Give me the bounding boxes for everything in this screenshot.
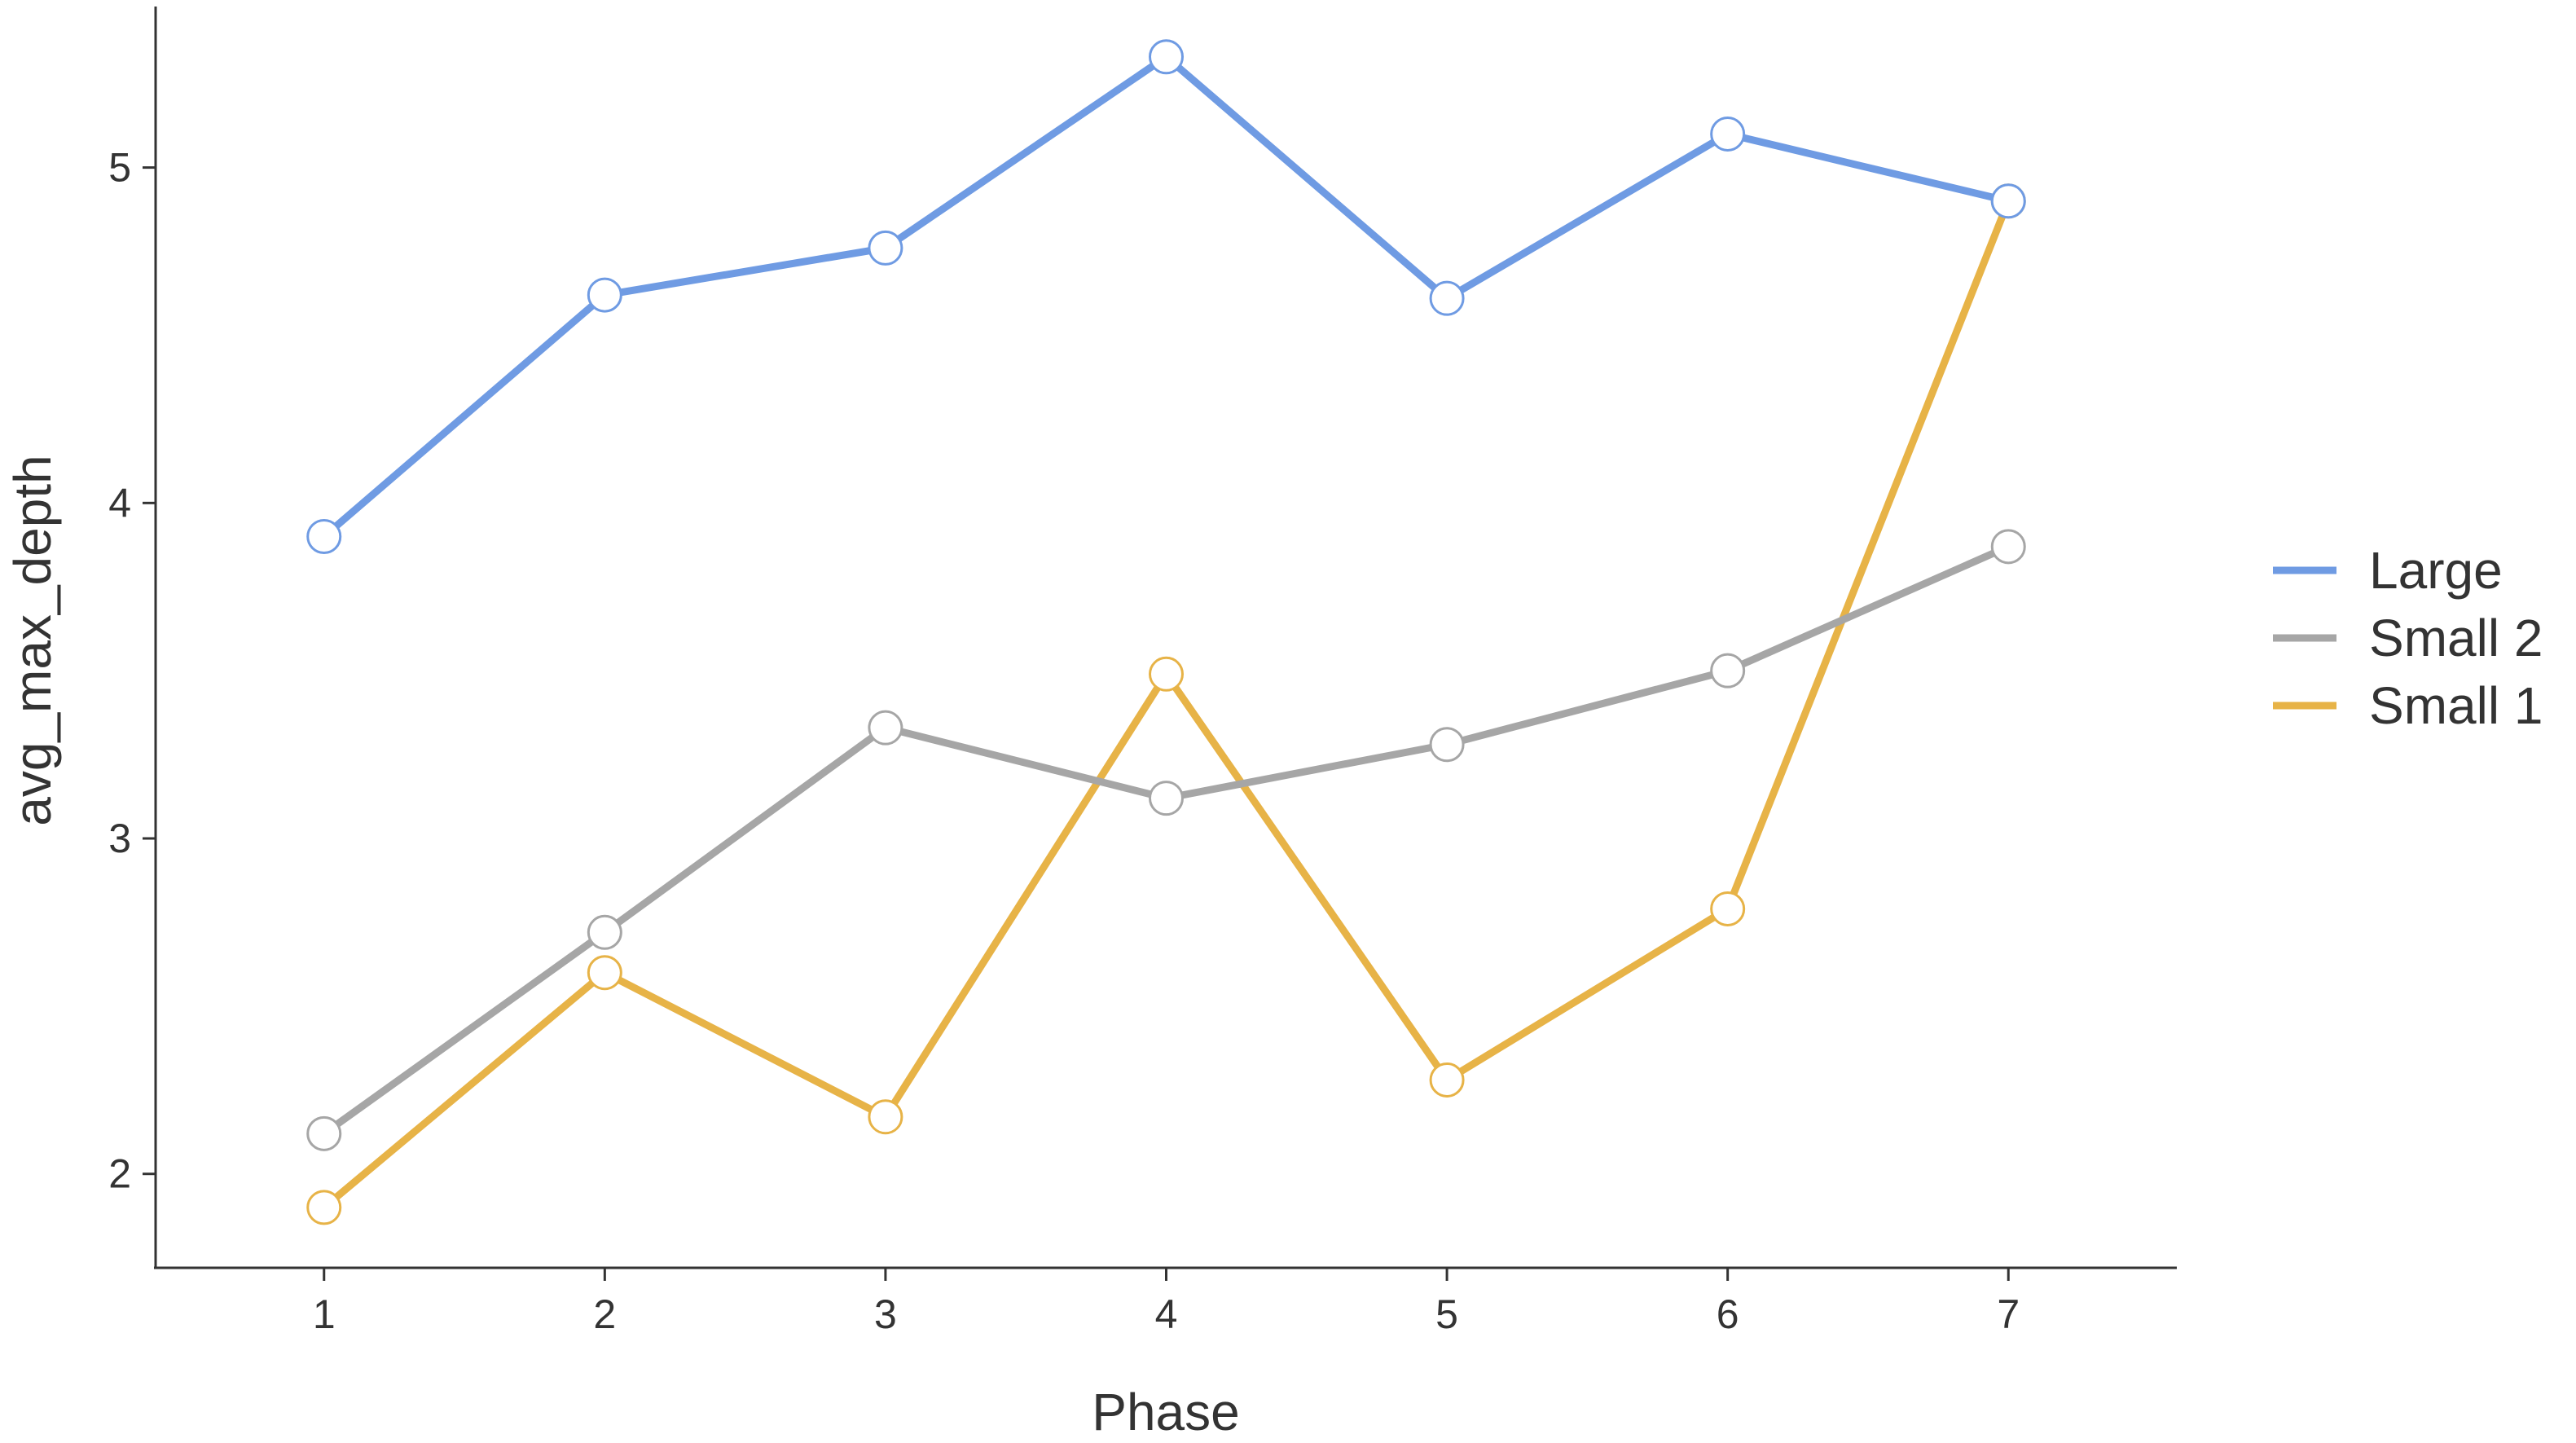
data-point-small-1 xyxy=(1429,1062,1465,1098)
x-axis-title: Phase xyxy=(1092,1383,1239,1441)
y-axis-title: avg_max_depth xyxy=(3,455,62,825)
y-tick-label: 2 xyxy=(108,1151,131,1197)
data-point-large xyxy=(1710,116,1746,152)
legend-item-large: Large xyxy=(2273,541,2503,600)
legend: Large Small 2 Small 1 xyxy=(2273,541,2543,735)
legend-item-small-2: Small 2 xyxy=(2273,609,2543,667)
data-point-small-2 xyxy=(306,1115,342,1151)
data-point-small-2 xyxy=(868,710,903,746)
x-axis-ticks: 1 2 3 4 5 6 7 xyxy=(313,1268,2020,1337)
legend-label: Small 1 xyxy=(2369,676,2543,735)
data-point-large xyxy=(1990,183,2026,219)
data-point-small-1 xyxy=(306,1190,342,1225)
data-point-small-2 xyxy=(1990,529,2026,565)
series-small-1 xyxy=(306,183,2026,1225)
x-tick-label: 4 xyxy=(1155,1291,1178,1337)
data-point-small-2 xyxy=(1429,727,1465,763)
data-point-small-1 xyxy=(868,1099,903,1135)
data-point-small-2 xyxy=(1149,781,1184,816)
y-tick-label: 3 xyxy=(108,816,131,861)
y-tick-label: 4 xyxy=(108,480,131,526)
legend-item-small-1: Small 1 xyxy=(2273,676,2543,735)
data-point-small-1 xyxy=(1710,891,1746,926)
plot-area: 2 3 4 5 1 2 3 4 5 6 7 xyxy=(108,7,2177,1337)
data-point-large xyxy=(1429,280,1465,316)
x-tick-label: 2 xyxy=(593,1291,616,1337)
series-large xyxy=(306,39,2026,554)
x-tick-label: 5 xyxy=(1435,1291,1458,1337)
data-point-small-1 xyxy=(1149,656,1184,692)
legend-label: Large xyxy=(2369,541,2503,600)
series-small-2 xyxy=(306,529,2026,1151)
y-axis-ticks: 2 3 4 5 xyxy=(108,145,156,1197)
data-point-large xyxy=(1149,39,1184,75)
data-point-large xyxy=(306,518,342,554)
x-tick-label: 1 xyxy=(313,1291,336,1337)
x-tick-label: 7 xyxy=(1997,1291,2020,1337)
data-point-large xyxy=(868,230,903,266)
legend-label: Small 2 xyxy=(2369,609,2543,667)
data-point-small-2 xyxy=(587,914,622,950)
series-line-small-1 xyxy=(320,197,2012,1212)
data-point-small-1 xyxy=(587,955,622,991)
series-group xyxy=(306,39,2026,1225)
x-tick-label: 6 xyxy=(1717,1291,1739,1337)
y-tick-label: 5 xyxy=(108,145,131,191)
x-tick-label: 3 xyxy=(874,1291,897,1337)
series-line-large xyxy=(320,53,2012,540)
data-point-large xyxy=(587,277,622,313)
data-point-small-2 xyxy=(1710,653,1746,689)
